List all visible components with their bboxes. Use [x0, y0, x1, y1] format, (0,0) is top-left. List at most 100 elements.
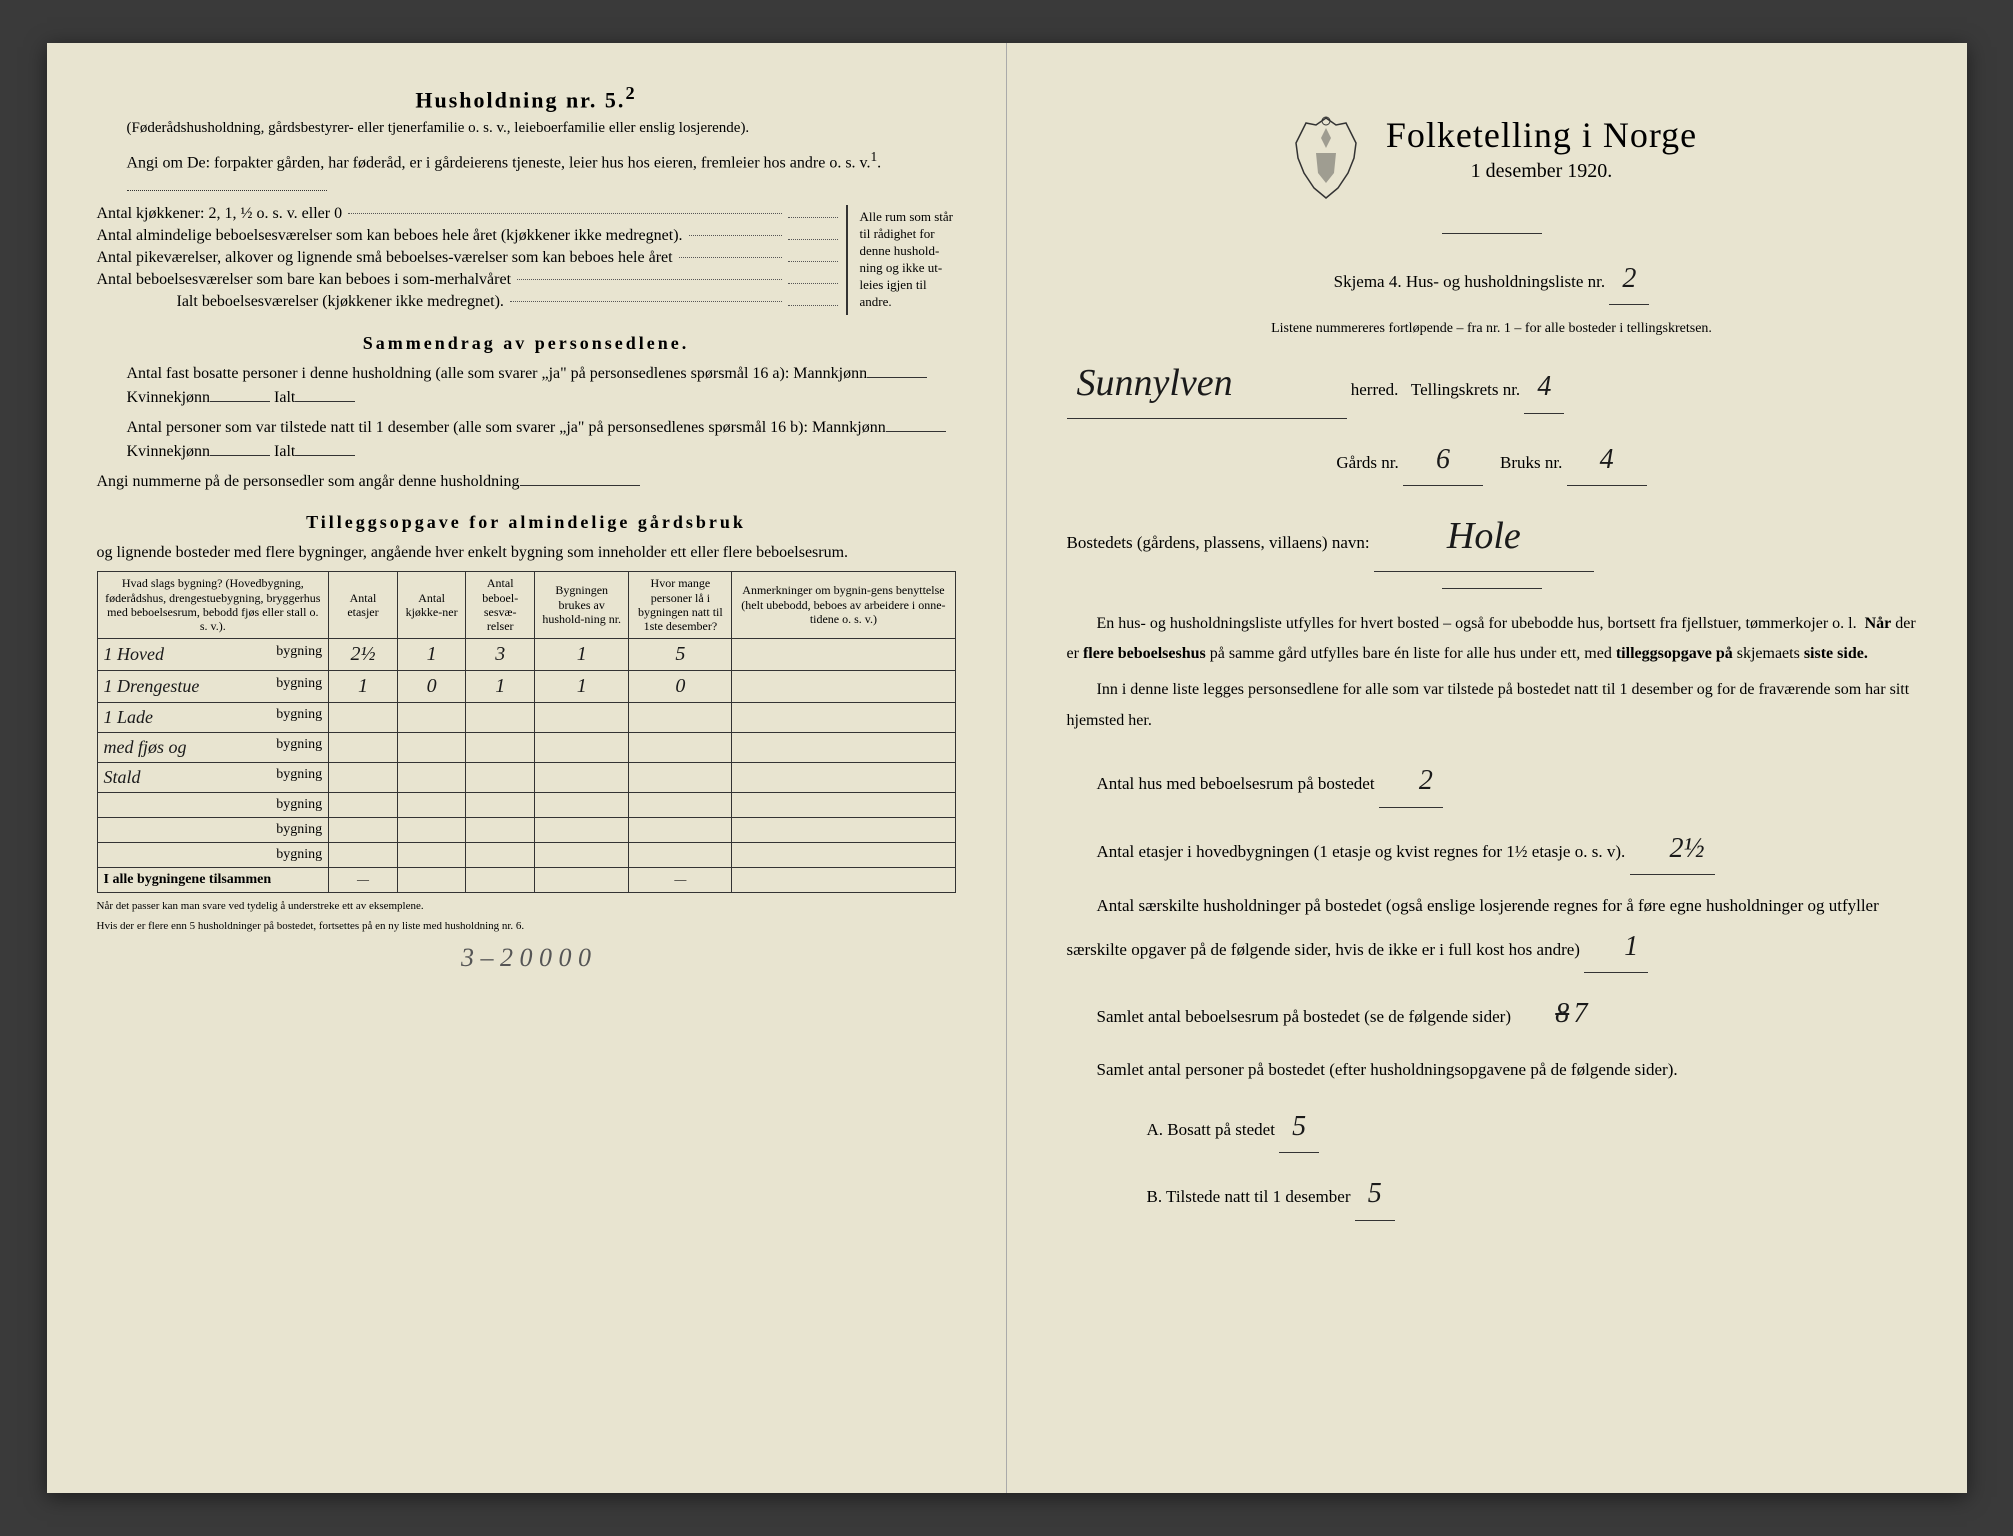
cell [732, 732, 955, 762]
table-row: 1 Lade bygning [97, 702, 955, 732]
para-1: En hus- og husholdningsliste utfylles fo… [1067, 609, 1917, 670]
bygning-label: bygning [97, 792, 329, 817]
cell: 0 [629, 670, 732, 702]
table-row: bygning [97, 817, 955, 842]
tot-1 [397, 867, 466, 892]
crest-icon [1286, 113, 1366, 203]
bygning-label: bygning [97, 817, 329, 842]
total-rooms: Ialt beboelsesværelser (kjøkkener ikke m… [177, 293, 838, 311]
th-5: Hvor mange personer lå i bygningen natt … [629, 572, 732, 639]
q2: Antal etasjer i hovedbygningen (1 etasje… [1067, 824, 1917, 875]
bosted-line: Bostedets (gårdens, plassens, villaens) … [1067, 502, 1917, 571]
cell [397, 842, 466, 867]
table-row: bygning [97, 842, 955, 867]
angi-om: Angi om De: forpakter gården, har føderå… [127, 147, 956, 199]
bygning-label: bygning [97, 842, 329, 867]
cell [535, 732, 629, 762]
th-2: Antal kjøkke-ner [397, 572, 466, 639]
q3: Antal særskilte husholdninger på bostede… [1067, 891, 1917, 973]
cell: 1 [535, 638, 629, 670]
total-label: I alle bygningene tilsammen [97, 867, 329, 892]
cell [629, 762, 732, 792]
para-2: Inn i denne liste legges personsedlene f… [1067, 675, 1917, 736]
cell: 0 [397, 670, 466, 702]
bygning-label: 1 Drengestue bygning [97, 670, 329, 702]
cell [732, 670, 955, 702]
supplement-table: Hvad slags bygning? (Hovedbygning, føder… [97, 571, 956, 893]
cell: 1 [329, 670, 398, 702]
cell [329, 842, 398, 867]
listene-note: Listene nummereres fortløpende – fra nr.… [1067, 321, 1917, 337]
cell: 1 [466, 670, 535, 702]
footnote-1: Når det passer kan man svare ved tydelig… [97, 899, 956, 913]
cell [466, 732, 535, 762]
husholdning-note: (Føderådshusholdning, gårdsbestyrer- ell… [127, 119, 956, 139]
cell [466, 817, 535, 842]
cell [535, 702, 629, 732]
bygning-label: med fjøs og bygning [97, 732, 329, 762]
cell [397, 762, 466, 792]
sammendrag-1: Antal fast bosatte personer i denne hush… [127, 362, 956, 410]
divider [1442, 233, 1542, 234]
th-1: Antal etasjer [329, 572, 398, 639]
th-4: Bygningen brukes av hushold-ning nr. [535, 572, 629, 639]
room-line-3: Antal beboelsesværelser som bare kan beb… [97, 271, 838, 289]
q5: Samlet antal personer på bostedet (efter… [1067, 1055, 1917, 1086]
cell [732, 762, 955, 792]
bottom-handwriting: 3 – 2 0 0 0 0 [97, 943, 956, 973]
census-document: Husholdning nr. 5.2 (Føderådshusholdning… [47, 43, 1967, 1493]
cell [629, 732, 732, 762]
gards-line: Gårds nr. 6 Bruks nr. 4 [1067, 435, 1917, 486]
cell [629, 842, 732, 867]
cell: 5 [629, 638, 732, 670]
th-0: Hvad slags bygning? (Hovedbygning, føder… [97, 572, 329, 639]
tillegg-intro: og lignende bosteder med flere bygninger… [97, 541, 956, 565]
room-line-2: Antal pikeværelser, alkover og lignende … [97, 249, 838, 267]
cell [329, 792, 398, 817]
cell: 1 [535, 670, 629, 702]
qB: B. Tilstede natt til 1 desember 5 [1147, 1169, 1917, 1220]
q4: Samlet antal beboelsesrum på bostedet (s… [1067, 989, 1917, 1039]
cell: 1 [397, 638, 466, 670]
th-3: Antal beboel-sesvæ-relser [466, 572, 535, 639]
cell [629, 792, 732, 817]
sammendrag-title: Sammendrag av personsedlene. [97, 333, 956, 354]
bygning-label: 1 Lade bygning [97, 702, 329, 732]
title-row: Folketelling i Norge 1 desember 1920. [1067, 113, 1917, 203]
cell [535, 842, 629, 867]
cell [535, 792, 629, 817]
angi-num: Angi nummerne på de personsedler som ang… [97, 470, 956, 494]
tot-2 [466, 867, 535, 892]
right-page: Folketelling i Norge 1 desember 1920. Sk… [1007, 43, 1967, 1493]
cell [329, 762, 398, 792]
tot-0: — [329, 867, 398, 892]
cell [466, 842, 535, 867]
cell [397, 732, 466, 762]
cell [329, 817, 398, 842]
cell [466, 702, 535, 732]
date: 1 desember 1920. [1386, 160, 1697, 183]
cell [535, 817, 629, 842]
cell [535, 762, 629, 792]
cell [732, 842, 955, 867]
qA: A. Bosatt på stedet 5 [1147, 1102, 1917, 1153]
cell [466, 792, 535, 817]
table-row: 1 Hoved bygning2½1315 [97, 638, 955, 670]
cell [397, 702, 466, 732]
kitchen-line: Antal kjøkkener: 2, 1, ½ o. s. v. eller … [97, 205, 838, 223]
tot-4: — [629, 867, 732, 892]
table-row: Stald bygning [97, 762, 955, 792]
cell [329, 702, 398, 732]
room-line-1: Antal almindelige beboelsesværelser som … [97, 227, 838, 245]
cell [329, 732, 398, 762]
footnote-2: Hvis der er flere enn 5 husholdninger på… [97, 919, 956, 933]
left-page: Husholdning nr. 5.2 (Føderådshusholdning… [47, 43, 1007, 1493]
table-row: med fjøs og bygning [97, 732, 955, 762]
tot-5 [732, 867, 955, 892]
cell [397, 817, 466, 842]
main-title: Folketelling i Norge [1386, 114, 1697, 156]
bygning-label: Stald bygning [97, 762, 329, 792]
cell: 2½ [329, 638, 398, 670]
brace-note: Alle rum som står til rådighet for denne… [846, 205, 956, 315]
tot-3 [535, 867, 629, 892]
